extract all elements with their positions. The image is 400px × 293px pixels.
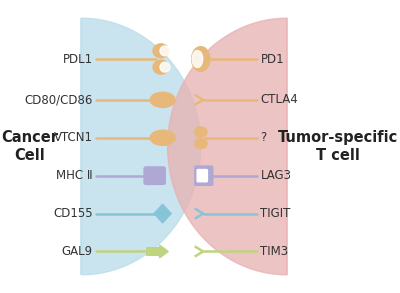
Ellipse shape [194, 127, 207, 137]
Text: LAG3: LAG3 [260, 169, 292, 182]
FancyBboxPatch shape [197, 170, 208, 182]
Text: CD155: CD155 [53, 207, 93, 220]
Text: PD1: PD1 [260, 52, 284, 66]
Text: GAL9: GAL9 [62, 245, 93, 258]
Ellipse shape [192, 51, 203, 67]
Text: TIGIT: TIGIT [260, 207, 291, 220]
Ellipse shape [160, 46, 170, 56]
Text: CTLA4: CTLA4 [260, 93, 298, 106]
Text: ?: ? [260, 131, 267, 144]
Ellipse shape [150, 130, 175, 145]
FancyBboxPatch shape [195, 166, 213, 185]
Text: Cancer
Cell: Cancer Cell [2, 130, 58, 163]
FancyBboxPatch shape [144, 167, 165, 184]
Polygon shape [154, 204, 171, 223]
Text: VTCN1: VTCN1 [54, 131, 93, 144]
Text: TIM3: TIM3 [260, 245, 289, 258]
Text: MHC Ⅱ: MHC Ⅱ [56, 169, 93, 182]
Polygon shape [81, 18, 201, 275]
Ellipse shape [153, 60, 169, 74]
Text: Tumor-specific
T cell: Tumor-specific T cell [278, 130, 398, 163]
Ellipse shape [153, 44, 169, 58]
Ellipse shape [160, 62, 170, 72]
Ellipse shape [150, 92, 175, 108]
Polygon shape [147, 245, 168, 258]
Ellipse shape [194, 139, 207, 149]
Text: CD80/CD86: CD80/CD86 [24, 93, 93, 106]
Polygon shape [168, 18, 287, 275]
Ellipse shape [192, 47, 210, 71]
Text: PDL1: PDL1 [63, 52, 93, 66]
